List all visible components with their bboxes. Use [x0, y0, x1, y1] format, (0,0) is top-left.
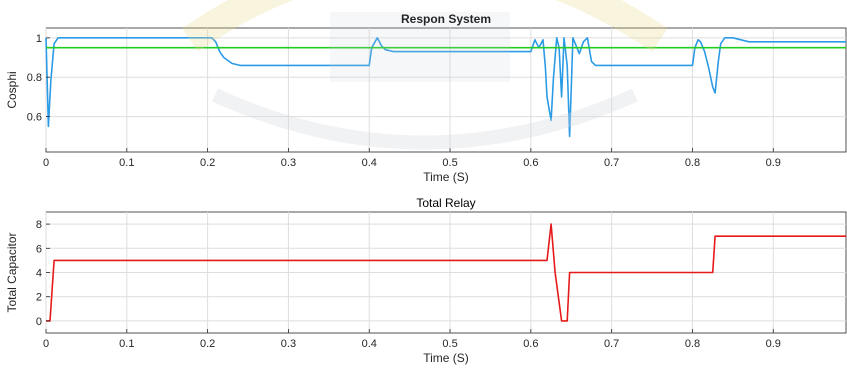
cosphi-series-group [45, 36, 846, 138]
cosphi-y-tick-label: 1 [36, 33, 42, 45]
relay-x-tick-label: 0.3 [281, 338, 296, 350]
relay-y-tick-label: 0 [36, 316, 42, 328]
relay-series-line-1 [46, 223, 846, 322]
relay-y-tick-label: 2 [36, 292, 42, 304]
cosphi-chart-title: Respon System [401, 12, 491, 26]
cosphi-x-tick-label: 0.6 [523, 157, 538, 169]
cosphi-plot-area [45, 27, 847, 153]
relay-series-group [46, 223, 846, 322]
cosphi-x-tick-label: 0.1 [119, 157, 134, 169]
relay-y-tick-label: 4 [36, 268, 42, 280]
relay-x-tick-label: 0.2 [200, 338, 215, 350]
cosphi-x-tick-label: 0.9 [766, 157, 781, 169]
cosphi-x-tick-label: 0.7 [604, 157, 619, 169]
relay-x-tick-label: 0 [43, 338, 49, 350]
relay-x-tick-label: 0.6 [523, 338, 538, 350]
relay-x-tick-label: 0.4 [362, 338, 377, 350]
cosphi-x-tick-label: 0.8 [685, 157, 700, 169]
cosphi-x-tick-label: 0.4 [362, 157, 377, 169]
relay-chart-title: Total Relay [416, 196, 475, 210]
cosphi-x-tick-label: 0.3 [281, 157, 296, 169]
cosphi-x-axis-label: Time (S) [423, 170, 469, 184]
cosphi-x-tick-label: 0 [43, 157, 49, 169]
cosphi-ticks: 0 0.1 0.2 0.3 0.4 0.5 0.6 0.7 0.8 0.9 0.6 0.8 1 [27, 33, 781, 169]
cosphi-y-tick-label: 0.6 [27, 112, 42, 124]
relay-y-tick-label: 8 [36, 219, 42, 231]
cosphi-axes: 0 0.1 0.2 0.3 0.4 0.5 0.6 0.7 0.8 0.9 0.6 0.8 1 Resp… [5, 12, 847, 184]
relay-x-tick-label: 0.7 [604, 338, 619, 350]
cosphi-y-tick-label: 0.8 [27, 72, 42, 84]
cosphi-y-axis-label: Cosphi [5, 71, 19, 108]
relay-ticks: 0 0.1 0.2 0.3 0.4 0.5 0.6 0.7 0.8 0.9 0 2 4 6 8 [36, 219, 781, 350]
relay-y-axis-label: Total Capacitor [5, 232, 19, 312]
relay-x-tick-label: 0.9 [766, 338, 781, 350]
relay-x-tick-label: 0.8 [685, 338, 700, 350]
relay-x-axis-label: Time (S) [423, 351, 469, 365]
relay-axes: 0 0.1 0.2 0.3 0.4 0.5 0.6 0.7 0.8 0.9 0 2 4 6 8 Total … [5, 196, 847, 365]
cosphi-x-tick-label: 0.2 [200, 157, 215, 169]
cosphi-x-tick-label: 0.5 [442, 157, 457, 169]
relay-x-tick-label: 0.1 [119, 338, 134, 350]
relay-x-tick-label: 0.5 [442, 338, 457, 350]
relay-y-tick-label: 6 [36, 243, 42, 255]
